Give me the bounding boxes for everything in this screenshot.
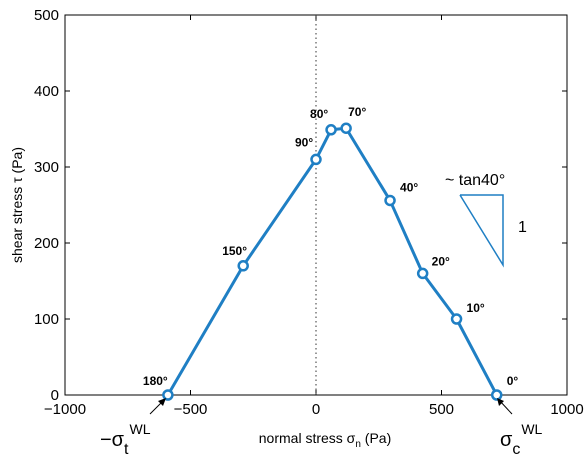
data-point (237, 260, 249, 272)
sigma-t-sub: t (124, 441, 129, 458)
data-point (490, 389, 503, 401)
x-axis-label-sub: n (355, 439, 361, 450)
x-tick-label: 500 (429, 401, 454, 418)
x-axis-label: normal stress σn (Pa) (259, 430, 391, 450)
point-label: 90° (295, 135, 313, 149)
y-tick-label: 0 (51, 387, 59, 404)
x-tick-label: −500 (174, 401, 208, 418)
point-label: 10° (467, 301, 485, 315)
axis-ticks: −1000 −500 0 500 1000 0 100 200 300 400 500 (34, 7, 584, 418)
y-tick-label: 300 (34, 159, 59, 176)
x-tick-label: 1000 (550, 401, 583, 418)
data-point (416, 267, 429, 280)
x-axis-label-main: normal stress σ (259, 430, 356, 446)
slope-triangle (459, 194, 504, 268)
y-tick-label: 500 (34, 7, 59, 24)
point-labels: 180° 150° 90° 80° 70° 40° 20° 10° 0° (143, 105, 518, 388)
point-label: 20° (432, 254, 450, 268)
data-point (384, 194, 396, 207)
sigma-c-base: σ (500, 429, 513, 451)
y-tick-label: 200 (34, 235, 59, 252)
data-point (310, 153, 322, 166)
point-label: 180° (143, 374, 168, 388)
data-point (340, 122, 352, 134)
sigma-c-sub: c (512, 441, 520, 458)
slope-run-label: 1 (518, 219, 527, 236)
y-tick-label: 400 (34, 83, 59, 100)
point-label: 70° (348, 105, 366, 119)
data-point (325, 124, 337, 136)
point-label: 80° (310, 107, 328, 121)
point-label: 150° (222, 244, 247, 258)
sigma-c-label: σcWL (500, 421, 543, 458)
x-axis-label-rest: (Pa) (361, 430, 391, 446)
sigma-t-base: −σ (100, 429, 125, 451)
y-tick-label: 100 (34, 311, 59, 328)
sigma-c-arrowhead (497, 398, 504, 406)
sigma-t-label: −σtWL (100, 421, 151, 458)
y-axis-label: shear stress τ (Pa) (9, 147, 25, 263)
x-tick-label: −1000 (44, 401, 86, 418)
data-markers (162, 122, 503, 401)
data-point (162, 389, 174, 401)
sigma-t-arrowhead (158, 398, 166, 406)
sigma-c-sup: WL (521, 421, 542, 437)
sigma-t-sup: WL (129, 421, 150, 437)
point-label: 40° (400, 180, 418, 194)
point-label: 0° (507, 374, 519, 388)
x-tick-label: 0 (312, 401, 320, 418)
slope-label: ~ tan40° (445, 172, 505, 189)
data-point (450, 313, 463, 325)
